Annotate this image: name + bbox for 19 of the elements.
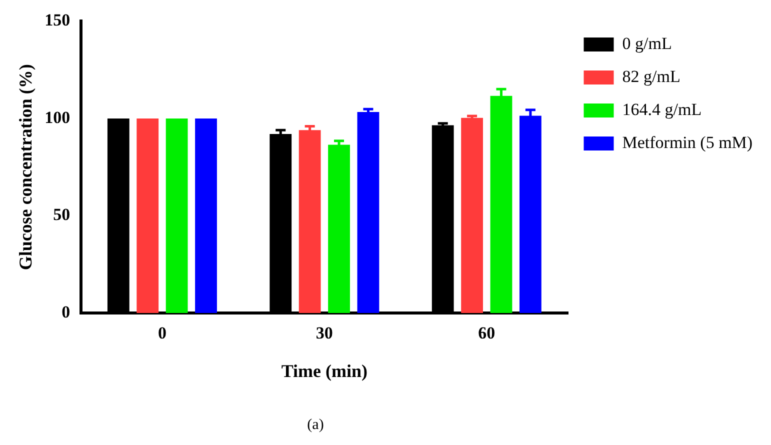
y-tick-label: 0 <box>62 302 70 322</box>
bar <box>166 118 188 313</box>
y-tick-label: 150 <box>44 10 70 30</box>
x-axis-title: Time (min) <box>281 360 368 381</box>
x-tick-label: 60 <box>478 324 496 343</box>
x-tick-label: 30 <box>316 324 333 343</box>
text: (a) <box>307 417 324 433</box>
y-tick-label: 50 <box>53 205 70 224</box>
bar <box>461 118 483 313</box>
y-tick-label: 100 <box>44 108 70 127</box>
x-tick-label: 0 <box>158 324 166 343</box>
bar <box>136 118 159 313</box>
bar <box>357 112 380 313</box>
y-axis-title: Glucose concentration (%) <box>15 64 36 270</box>
bar <box>195 118 217 313</box>
legend-label: Metformin (5 mM) <box>622 132 753 152</box>
legend-label: 82 g/mL <box>622 66 680 86</box>
legend-label: 164.4 g/mL <box>622 100 702 119</box>
legend-label: 0 g/mL <box>622 34 672 53</box>
